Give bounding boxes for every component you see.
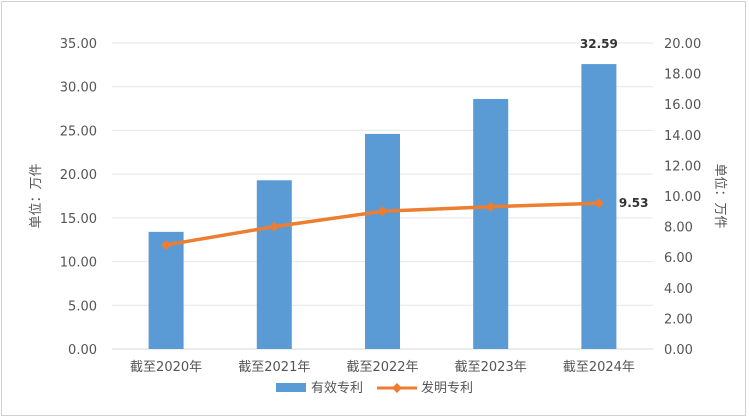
left-tick-label: 10.00 (60, 256, 97, 271)
line-point (161, 239, 172, 250)
bar (365, 133, 400, 349)
category-label: 截至2022年 (346, 360, 418, 375)
right-tick-label: 14.00 (664, 129, 701, 144)
line-point (269, 221, 280, 232)
left-tick-label: 0.00 (68, 343, 97, 358)
x-axis-categories: 截至2020年 截至2021年 截至2022年 截至2023年 截至2024年 (130, 360, 635, 375)
right-tick-label: 10.00 (664, 190, 701, 205)
right-tick-label: 4.00 (664, 282, 693, 297)
right-tick-label: 20.00 (664, 37, 701, 52)
left-tick-label: 5.00 (68, 299, 97, 314)
category-label: 截至2021年 (238, 360, 310, 375)
data-label: 9.53 (619, 196, 649, 210)
line-point (593, 198, 604, 209)
left-axis-ticks: 0.00 5.00 10.00 15.00 20.00 25.00 30.00 35.00 (60, 37, 97, 358)
line-series-invention-patents (161, 198, 604, 250)
bar-series-valid-patents (148, 64, 617, 349)
right-tick-label: 2.00 (664, 312, 693, 327)
right-tick-label: 0.00 (664, 343, 693, 358)
legend-label-bar: 有效专利 (311, 381, 363, 396)
data-labels: 32.59 9.53 (580, 37, 649, 210)
left-tick-label: 20.00 (60, 168, 97, 183)
right-tick-label: 16.00 (664, 98, 701, 113)
right-axis-title: 单位：万件 (712, 163, 727, 228)
bar (256, 180, 292, 349)
category-label: 截至2024年 (563, 360, 635, 375)
right-axis-ticks: 0.00 2.00 4.00 6.00 8.00 10.00 12.00 14.00 16.00… (664, 37, 701, 358)
left-axis-title: 单位：万件 (29, 163, 44, 228)
legend: 有效专利 发明专利 (276, 380, 473, 396)
right-tick-label: 8.00 (664, 221, 693, 236)
legend-swatch-bar (276, 383, 306, 392)
right-tick-label: 6.00 (664, 251, 693, 266)
category-label: 截至2020年 (130, 360, 202, 375)
left-tick-label: 30.00 (60, 81, 97, 96)
left-tick-label: 35.00 (60, 37, 97, 52)
left-tick-label: 25.00 (60, 124, 97, 139)
category-label: 截至2023年 (455, 360, 527, 375)
line-point (377, 206, 388, 217)
data-label: 32.59 (580, 37, 618, 51)
right-tick-label: 12.00 (664, 159, 701, 174)
right-tick-label: 18.00 (664, 68, 701, 83)
bar (148, 231, 184, 349)
legend-marker-diamond (392, 383, 402, 393)
line-point (485, 201, 496, 212)
bar (473, 98, 509, 349)
legend-label-line: 发明专利 (421, 380, 473, 396)
left-tick-label: 15.00 (60, 212, 97, 227)
